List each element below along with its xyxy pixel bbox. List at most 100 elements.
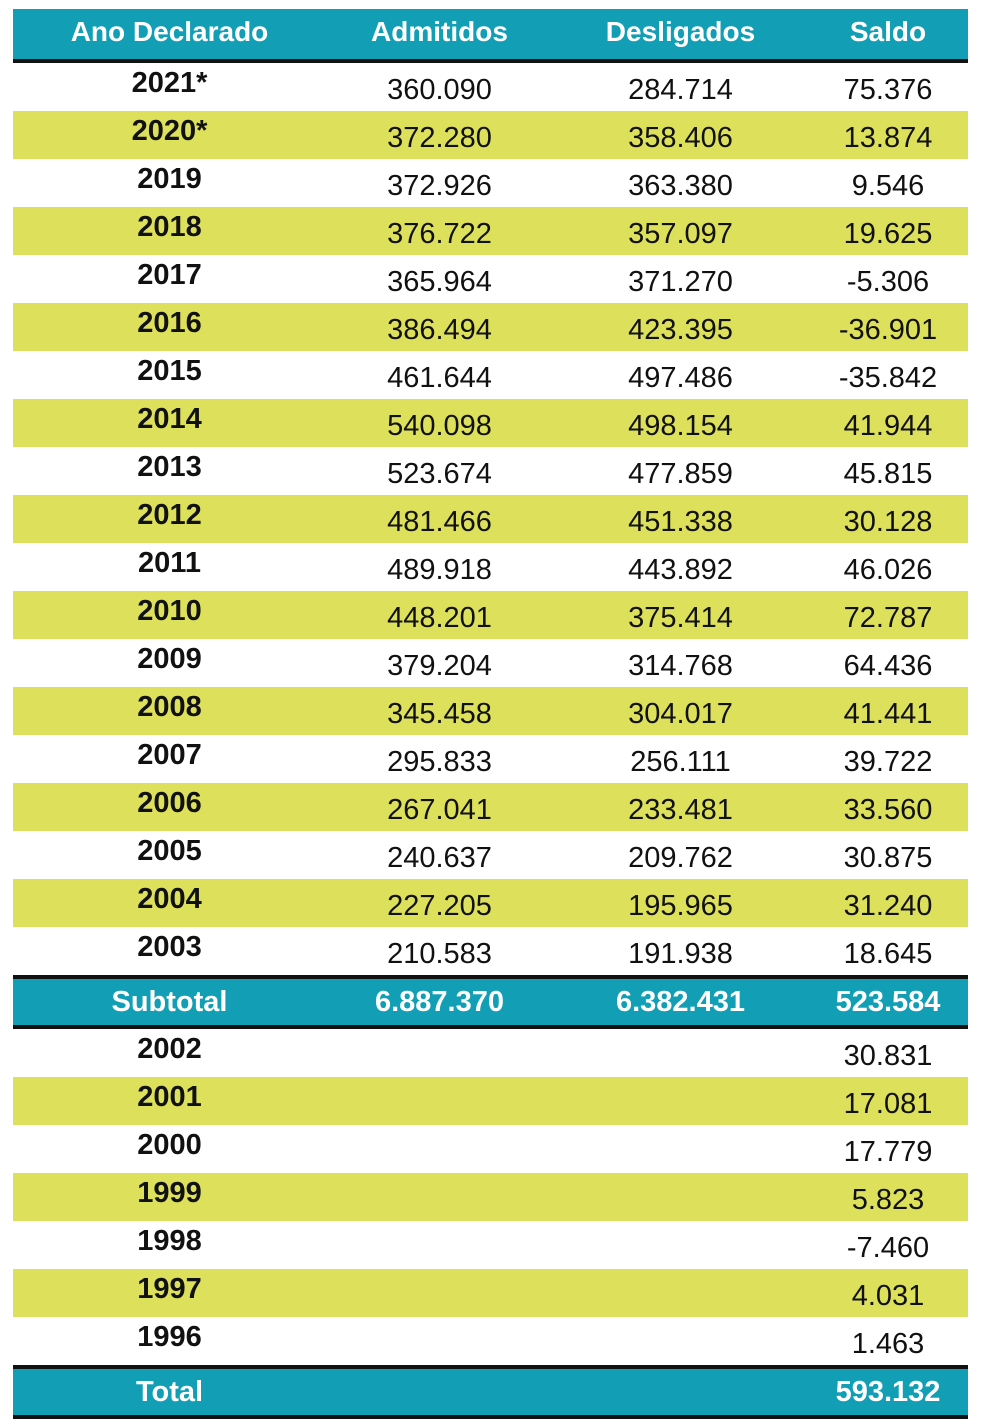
table-row: 2021* 360.090 284.714 75.376 <box>13 63 968 111</box>
total-row: Total 593.132 <box>13 1365 968 1419</box>
year-cell: 2005 <box>137 834 202 867</box>
year-cell: 2015 <box>137 354 202 387</box>
balance-cell: 13.874 <box>843 121 933 154</box>
table-row: 2004 227.205 195.965 31.240 <box>13 879 968 927</box>
year-cell: 2010 <box>137 594 202 627</box>
table-row: 2002 30.831 <box>13 1029 968 1077</box>
dismissed-cell: 497.486 <box>628 361 733 394</box>
year-cell: 2014 <box>137 402 202 435</box>
balance-cell: 30.831 <box>843 1039 933 1072</box>
header-dismissed: Desligados <box>605 16 756 47</box>
table-row: 2005 240.637 209.762 30.875 <box>13 831 968 879</box>
employment-table: Ano Declarado Admitidos Desligados Saldo… <box>13 9 968 1419</box>
balance-cell: 41.944 <box>843 409 933 442</box>
year-cell: 2003 <box>137 930 202 963</box>
year-cell: 2009 <box>137 642 202 675</box>
table-row: 2008 345.458 304.017 41.441 <box>13 687 968 735</box>
balance-cell: -7.460 <box>846 1231 930 1264</box>
table-row: 2016 386.494 423.395 -36.901 <box>13 303 968 351</box>
table-body-recent: 2021* 360.090 284.714 75.376 2020* 372.280 358… <box>13 63 968 975</box>
balance-cell: 41.441 <box>843 697 933 730</box>
table-body-early: 2002 30.831 2001 17.081 2000 17.779 1999 5.823 1… <box>13 1029 968 1365</box>
year-cell: 2016 <box>137 306 202 339</box>
table-row: 2000 17.779 <box>13 1125 968 1173</box>
year-cell: 2017 <box>137 258 202 291</box>
admitted-cell: 489.918 <box>387 553 492 586</box>
table-row: 2020* 372.280 358.406 13.874 <box>13 111 968 159</box>
admitted-cell: 540.098 <box>387 409 492 442</box>
dismissed-cell: 477.859 <box>628 457 733 490</box>
admitted-cell: 360.090 <box>387 73 492 106</box>
year-cell: 2008 <box>137 690 202 723</box>
table-row: 2017 365.964 371.270 -5.306 <box>13 255 968 303</box>
dismissed-cell: 284.714 <box>628 73 733 106</box>
table-row: 2009 379.204 314.768 64.436 <box>13 639 968 687</box>
dismissed-cell: 423.395 <box>628 313 733 346</box>
table-row: 2013 523.674 477.859 45.815 <box>13 447 968 495</box>
admitted-cell: 372.280 <box>387 121 492 154</box>
balance-cell: 46.026 <box>843 553 933 586</box>
admitted-cell: 267.041 <box>387 793 492 826</box>
balance-cell: -35.842 <box>838 361 938 394</box>
table-row: 2018 376.722 357.097 19.625 <box>13 207 968 255</box>
year-cell: 2007 <box>137 738 202 771</box>
balance-cell: 1.463 <box>851 1327 925 1360</box>
table-row: 1997 4.031 <box>13 1269 968 1317</box>
balance-cell: 30.875 <box>843 841 933 874</box>
table-row: 2015 461.644 497.486 -35.842 <box>13 351 968 399</box>
dismissed-cell: 371.270 <box>628 265 733 298</box>
dismissed-cell: 443.892 <box>628 553 733 586</box>
table-row: 2003 210.583 191.938 18.645 <box>13 927 968 975</box>
admitted-cell: 461.644 <box>387 361 492 394</box>
balance-cell: 39.722 <box>843 745 933 778</box>
header-year: Ano Declarado <box>70 16 269 47</box>
balance-cell: 4.031 <box>851 1279 925 1312</box>
dismissed-cell: 233.481 <box>628 793 733 826</box>
admitted-cell: 481.466 <box>387 505 492 538</box>
year-cell: 2019 <box>137 162 202 195</box>
year-cell: 1996 <box>137 1320 202 1353</box>
admitted-cell: 210.583 <box>387 937 492 970</box>
year-cell: 2020* <box>131 114 208 147</box>
year-cell: 2021* <box>131 66 208 99</box>
dismissed-cell: 314.768 <box>628 649 733 682</box>
balance-cell: -36.901 <box>838 313 938 346</box>
year-cell: 2001 <box>137 1080 202 1113</box>
admitted-cell: 227.205 <box>387 889 492 922</box>
admitted-cell: 240.637 <box>387 841 492 874</box>
admitted-cell: 523.674 <box>387 457 492 490</box>
year-cell: 2002 <box>137 1032 202 1065</box>
table-row: 1998 -7.460 <box>13 1221 968 1269</box>
dismissed-cell: 195.965 <box>628 889 733 922</box>
admitted-cell: 386.494 <box>387 313 492 346</box>
balance-cell: 17.779 <box>843 1135 933 1168</box>
table-row: 1999 5.823 <box>13 1173 968 1221</box>
year-cell: 2012 <box>137 498 202 531</box>
balance-cell: 31.240 <box>843 889 933 922</box>
balance-cell: 30.128 <box>843 505 933 538</box>
table-row: 2007 295.833 256.111 39.722 <box>13 735 968 783</box>
table-row: 2012 481.466 451.338 30.128 <box>13 495 968 543</box>
year-cell: 1997 <box>137 1272 202 1305</box>
dismissed-cell: 451.338 <box>628 505 733 538</box>
table-row: 2014 540.098 498.154 41.944 <box>13 399 968 447</box>
balance-cell: 64.436 <box>843 649 933 682</box>
balance-cell: 72.787 <box>843 601 933 634</box>
year-cell: 2006 <box>137 786 202 819</box>
balance-cell: 19.625 <box>843 217 933 250</box>
total-label: Total <box>135 1375 204 1408</box>
subtotal-admitted: 6.887.370 <box>374 985 504 1018</box>
table-row: 1996 1.463 <box>13 1317 968 1365</box>
balance-cell: 17.081 <box>843 1087 933 1120</box>
admitted-cell: 365.964 <box>387 265 492 298</box>
dismissed-cell: 191.938 <box>628 937 733 970</box>
year-cell: 1999 <box>137 1176 202 1209</box>
dismissed-cell: 304.017 <box>628 697 733 730</box>
subtotal-dismissed: 6.382.431 <box>615 985 745 1018</box>
dismissed-cell: 498.154 <box>628 409 733 442</box>
year-cell: 2018 <box>137 210 202 243</box>
admitted-cell: 345.458 <box>387 697 492 730</box>
dismissed-cell: 256.111 <box>630 745 731 778</box>
subtotal-label: Subtotal <box>111 985 228 1018</box>
table-row: 2019 372.926 363.380 9.546 <box>13 159 968 207</box>
